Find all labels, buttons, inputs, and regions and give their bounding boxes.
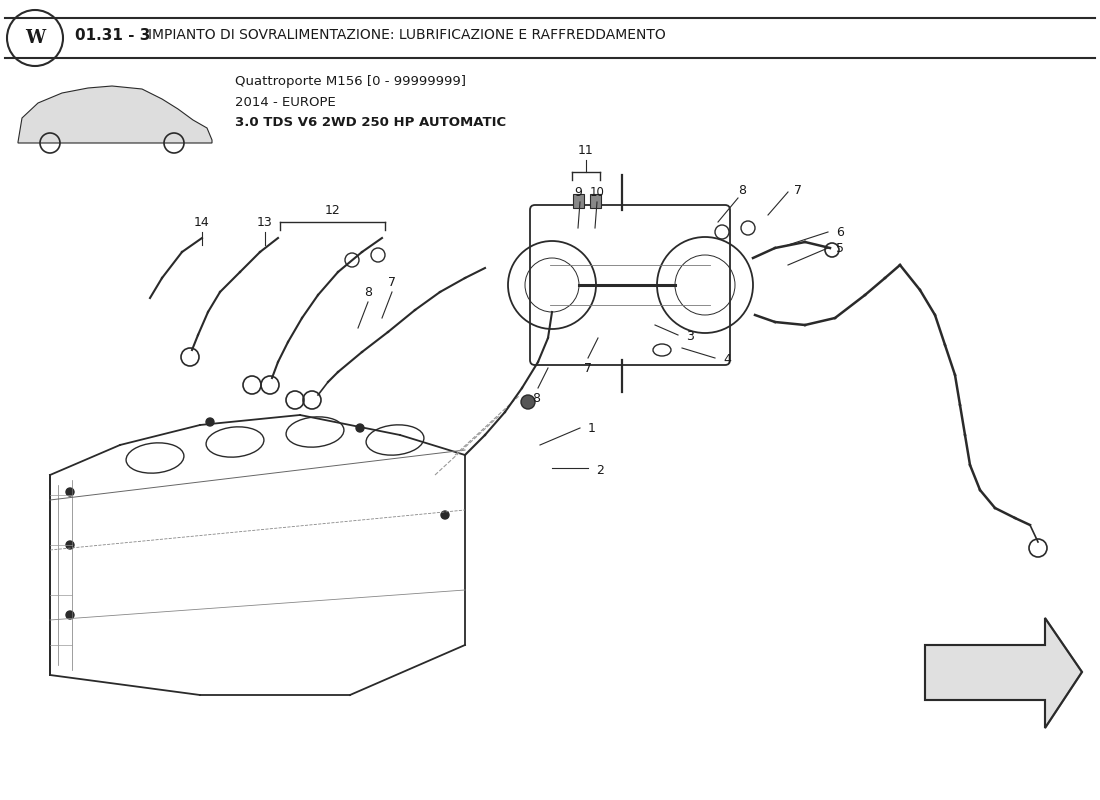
Text: 8: 8 <box>364 286 372 298</box>
Bar <box>572 194 583 208</box>
Text: 3: 3 <box>686 330 694 343</box>
Circle shape <box>356 424 364 432</box>
Text: W: W <box>25 29 45 47</box>
Polygon shape <box>18 86 212 143</box>
Text: 7: 7 <box>388 275 396 289</box>
Bar <box>590 194 601 208</box>
Text: 11: 11 <box>579 143 594 157</box>
Text: 10: 10 <box>590 186 604 198</box>
Text: 8: 8 <box>738 183 746 197</box>
Text: 7: 7 <box>794 183 802 197</box>
Text: 7: 7 <box>584 362 592 374</box>
Text: IMPIANTO DI SOVRALIMENTAZIONE: LUBRIFICAZIONE E RAFFREDDAMENTO: IMPIANTO DI SOVRALIMENTAZIONE: LUBRIFICA… <box>148 28 666 42</box>
Text: 8: 8 <box>532 391 540 405</box>
Circle shape <box>206 418 214 426</box>
Text: 2: 2 <box>596 463 604 477</box>
Polygon shape <box>925 618 1082 728</box>
Text: 9: 9 <box>574 186 582 198</box>
Circle shape <box>521 395 535 409</box>
Text: 12: 12 <box>324 203 340 217</box>
Circle shape <box>66 611 74 619</box>
Text: 13: 13 <box>257 215 273 229</box>
Text: 4: 4 <box>723 354 730 366</box>
Circle shape <box>66 488 74 496</box>
Text: 14: 14 <box>194 215 210 229</box>
Circle shape <box>441 511 449 519</box>
Text: 1: 1 <box>588 422 596 434</box>
Text: 01.31 - 3: 01.31 - 3 <box>75 27 151 42</box>
Text: Quattroporte M156 [0 - 99999999]: Quattroporte M156 [0 - 99999999] <box>235 75 466 89</box>
Circle shape <box>66 541 74 549</box>
Text: 3.0 TDS V6 2WD 250 HP AUTOMATIC: 3.0 TDS V6 2WD 250 HP AUTOMATIC <box>235 115 506 129</box>
Text: 2014 - EUROPE: 2014 - EUROPE <box>235 95 336 109</box>
Text: 6: 6 <box>836 226 844 238</box>
Text: 5: 5 <box>836 242 844 254</box>
